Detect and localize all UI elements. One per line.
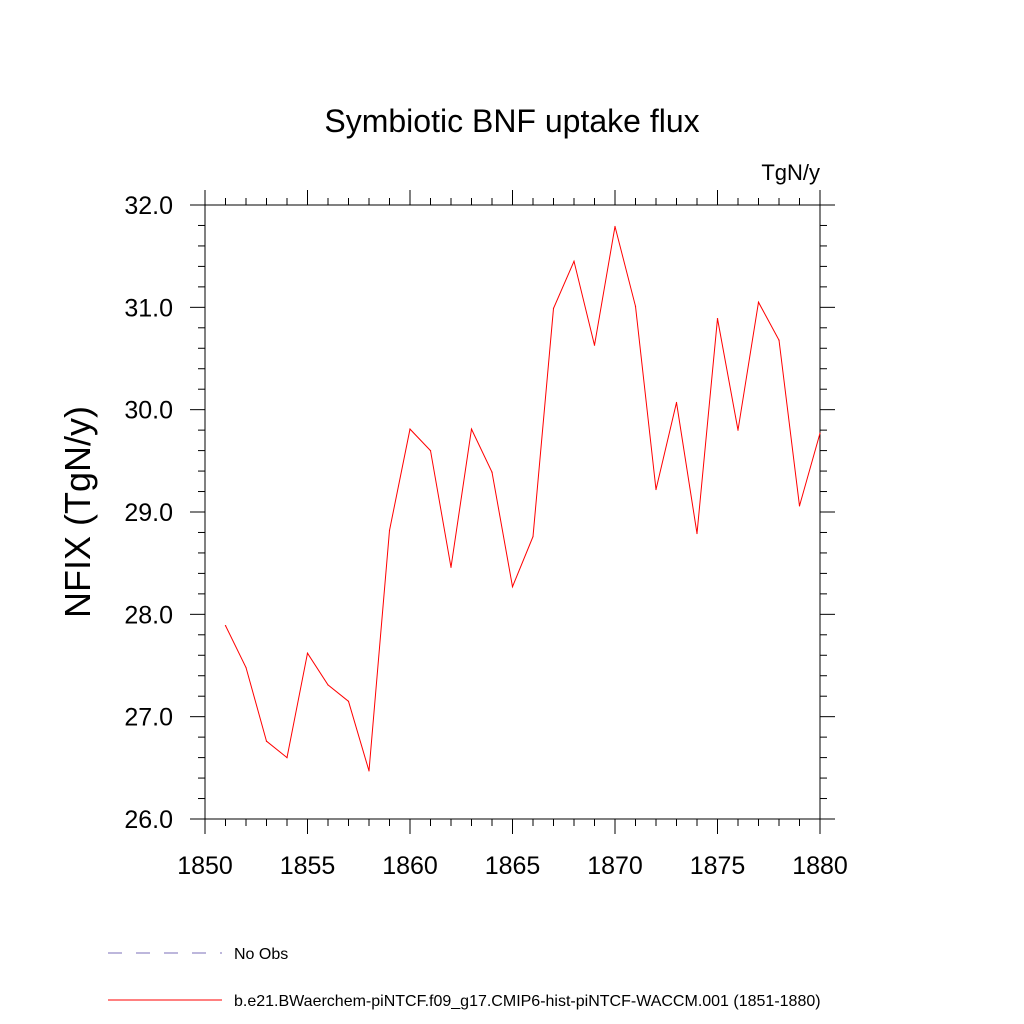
x-tick-label: 1875	[690, 852, 746, 880]
x-tick-label: 1880	[792, 852, 848, 880]
data-point	[737, 429, 739, 431]
axis-ticks	[190, 190, 835, 834]
data-point	[655, 488, 657, 491]
legend-label-no-obs: No Obs	[234, 946, 288, 963]
tick-labels: 1850 1855 1860 1865 1870 1875 1880 26.0 27.0 28.0…	[124, 192, 847, 880]
data-point	[716, 317, 719, 320]
units-label: TgN/y	[761, 160, 820, 185]
data-point	[675, 401, 678, 404]
data-point	[614, 225, 616, 228]
series-group	[224, 225, 821, 772]
data-point	[450, 566, 452, 568]
data-point	[306, 652, 309, 654]
data-point	[778, 339, 780, 341]
x-tick-label: 1855	[280, 852, 336, 880]
data-point	[491, 471, 493, 473]
data-point	[265, 740, 268, 742]
data-point	[757, 301, 760, 303]
legend: No Obs b.e21.BWaerchem-piNTCF.f09_g17.CM…	[108, 946, 821, 1010]
data-point	[532, 535, 534, 538]
y-axis-label: NFIX (TgN/y)	[57, 406, 98, 618]
y-tick-label: 31.0	[124, 294, 173, 322]
data-point	[347, 700, 350, 702]
data-point	[245, 666, 247, 669]
data-point	[368, 770, 370, 772]
plot-frame	[204, 204, 821, 820]
data-point	[798, 505, 801, 507]
data-point	[409, 428, 411, 430]
data-point	[511, 586, 514, 588]
x-tick-label: 1860	[382, 852, 438, 880]
series-line	[225, 226, 821, 772]
data-point	[470, 428, 473, 430]
x-tick-label: 1870	[587, 852, 643, 880]
data-point	[224, 624, 227, 627]
data-point	[819, 432, 821, 434]
y-tick-label: 28.0	[124, 601, 173, 629]
data-point	[327, 684, 329, 686]
data-point	[286, 757, 288, 759]
data-point	[593, 344, 596, 346]
data-point	[573, 260, 575, 262]
legend-label-series: b.e21.BWaerchem-piNTCF.f09_g17.CMIP6-his…	[234, 993, 821, 1010]
x-tick-label: 1850	[177, 852, 233, 880]
y-tick-label: 27.0	[124, 704, 173, 732]
y-tick-label: 29.0	[124, 499, 173, 527]
x-tick-label: 1865	[485, 852, 541, 880]
data-point	[634, 305, 637, 307]
y-tick-label: 26.0	[124, 806, 173, 834]
chart-title: Symbiotic BNF uptake flux	[324, 103, 699, 139]
y-tick-label: 32.0	[124, 192, 173, 220]
data-point	[696, 532, 698, 535]
data-point	[552, 307, 555, 309]
data-point	[429, 450, 432, 452]
y-tick-label: 30.0	[124, 397, 173, 425]
data-point	[388, 529, 391, 532]
